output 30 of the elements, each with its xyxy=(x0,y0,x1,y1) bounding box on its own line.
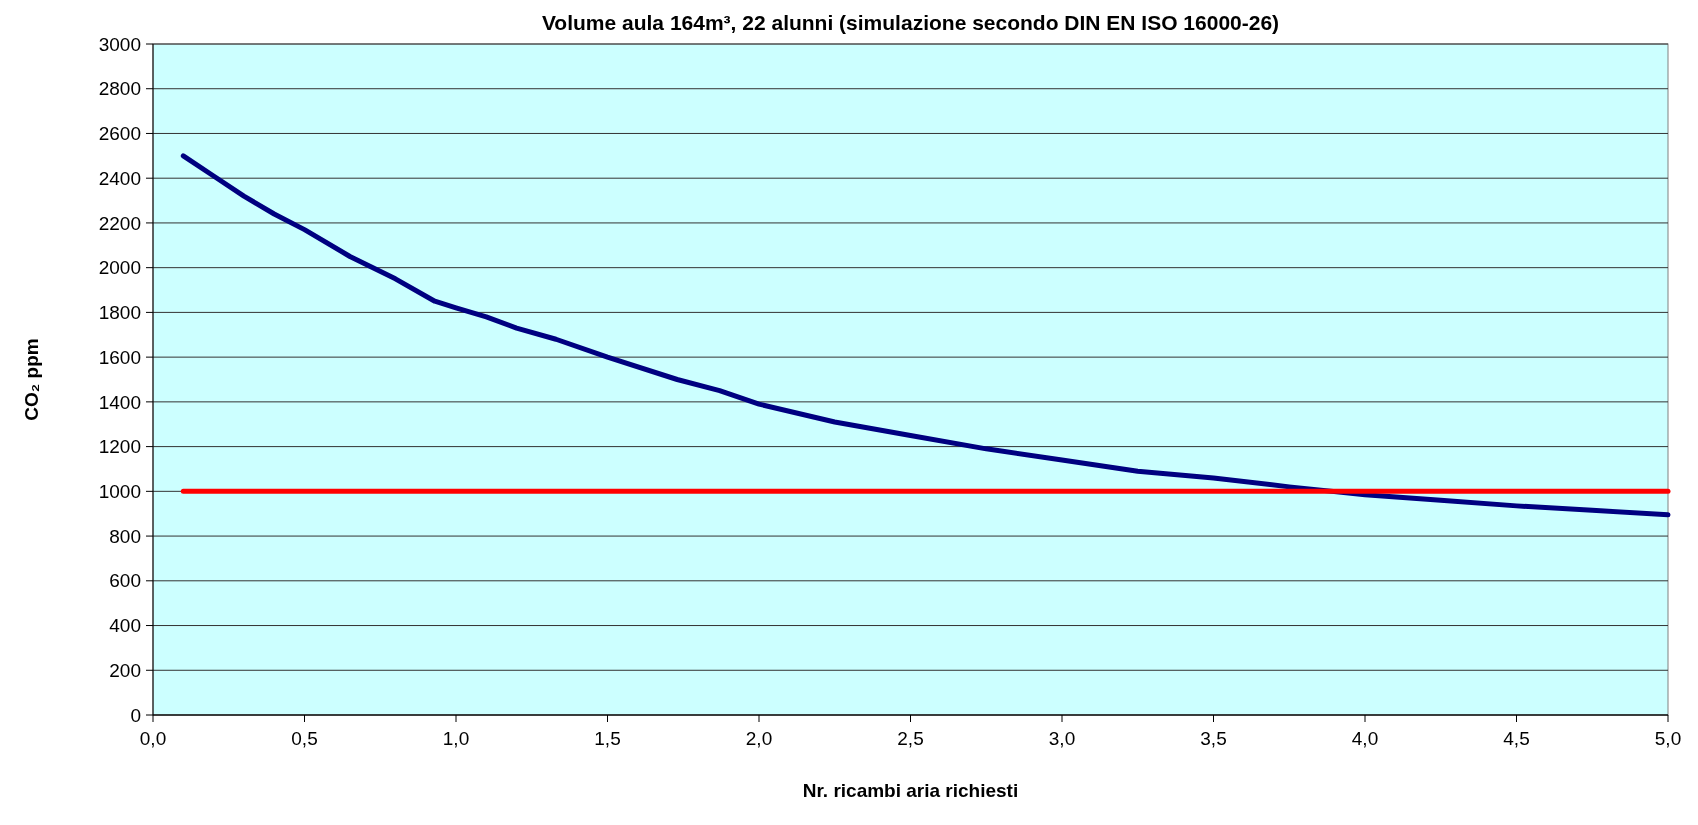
x-tick-label: 4,0 xyxy=(1351,728,1379,749)
x-tick-label: 2,0 xyxy=(745,728,773,749)
x-tick-label: 0,5 xyxy=(291,728,318,749)
y-tick-label: 2400 xyxy=(98,167,141,189)
y-tick-label: 2000 xyxy=(98,257,141,279)
y-tick-label: 2600 xyxy=(98,123,141,145)
y-tick-label: 1600 xyxy=(98,346,141,368)
x-tick-label: 5,0 xyxy=(1654,728,1682,749)
x-tick-label: 3,5 xyxy=(1200,728,1227,749)
y-tick-label: 1000 xyxy=(98,480,141,502)
x-tick-label: 1,5 xyxy=(594,728,621,749)
y-tick-label: 3000 xyxy=(98,33,141,55)
y-tick-label: 800 xyxy=(109,525,141,547)
y-tick-label: 400 xyxy=(109,615,141,637)
y-tick-label: 0 xyxy=(130,704,141,726)
y-tick-label: 1800 xyxy=(98,302,141,324)
y-tick-label: 200 xyxy=(109,659,141,681)
x-tick-label: 4,5 xyxy=(1503,728,1530,749)
x-tick-label: 3,0 xyxy=(1048,728,1076,749)
x-tick-label: 0,0 xyxy=(139,728,167,749)
x-axis-title: Nr. ricambi aria richiesti xyxy=(802,780,1019,801)
x-tick-label: 2,5 xyxy=(897,728,924,749)
y-axis-title: CO₂ ppm xyxy=(21,338,42,421)
x-tick-label: 1,0 xyxy=(442,728,470,749)
y-tick-label: 1200 xyxy=(98,436,141,458)
y-tick-label: 1400 xyxy=(98,391,141,413)
y-tick-label: 600 xyxy=(109,570,141,592)
y-tick-label: 2200 xyxy=(98,212,141,234)
chart-title: Volume aula 164m³, 22 alunni (simulazione secondo DIN EN ISO 16000-26) xyxy=(541,11,1280,34)
y-tick-label: 2800 xyxy=(98,78,141,100)
